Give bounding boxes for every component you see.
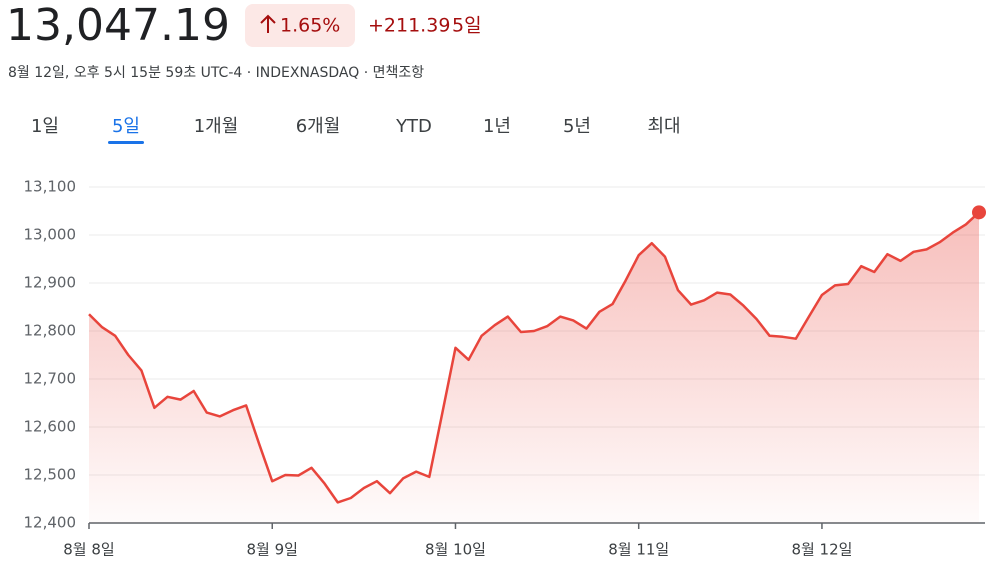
y-tick-label: 13,100 — [24, 178, 77, 196]
x-tick-label: 8월 9일 — [247, 541, 298, 559]
area — [89, 212, 979, 524]
y-tick-label: 12,800 — [24, 322, 77, 340]
y-tick-label: 12,500 — [24, 466, 77, 484]
meta: 8월 12일, 오후 5시 15분 59초 UTC-4 · INDEXNASDA… — [8, 65, 424, 81]
tabs: 1일 5일 1개월 6개월 YTD 1년 5년 최대 — [31, 116, 681, 144]
tab[interactable]: 1개월 — [194, 116, 239, 137]
tab[interactable]: 6개월 — [296, 116, 341, 137]
y-tick-label: 12,400 — [24, 514, 77, 532]
last-point — [972, 205, 986, 220]
price: 13,047.19 — [6, 0, 230, 51]
change-badge — [245, 4, 355, 47]
y-tick-label: 12,600 — [24, 418, 77, 436]
up-arrow — [260, 14, 276, 33]
chart: 12,400 12,500 12,600 12,700 12,800 12,900 13,0… — [24, 178, 986, 559]
x-tick-label: 8월 12일 — [791, 541, 852, 559]
y-tick-label: 12,700 — [24, 370, 77, 388]
x-tick-label: 8월 8일 — [63, 541, 114, 559]
y-tick-label: 12,900 — [24, 274, 77, 292]
tab[interactable]: YTD — [395, 116, 432, 137]
tab[interactable]: 1년 — [483, 116, 511, 137]
x-tick-label: 8월 10일 — [425, 541, 486, 559]
y-tick-label: 13,000 — [24, 226, 77, 244]
period: 5일 — [452, 15, 482, 37]
x-tick-label: 8월 11일 — [608, 541, 669, 559]
tab[interactable]: 1일 — [31, 116, 59, 137]
tab[interactable]: 최대 — [647, 116, 680, 137]
tab[interactable]: 5일 — [112, 116, 140, 137]
tab[interactable]: 5년 — [563, 116, 591, 137]
change-abs: +211.39 — [368, 15, 450, 37]
change-percent: 1.65% — [280, 15, 340, 37]
tab-underline — [108, 141, 144, 144]
price-line — [88, 211, 980, 504]
